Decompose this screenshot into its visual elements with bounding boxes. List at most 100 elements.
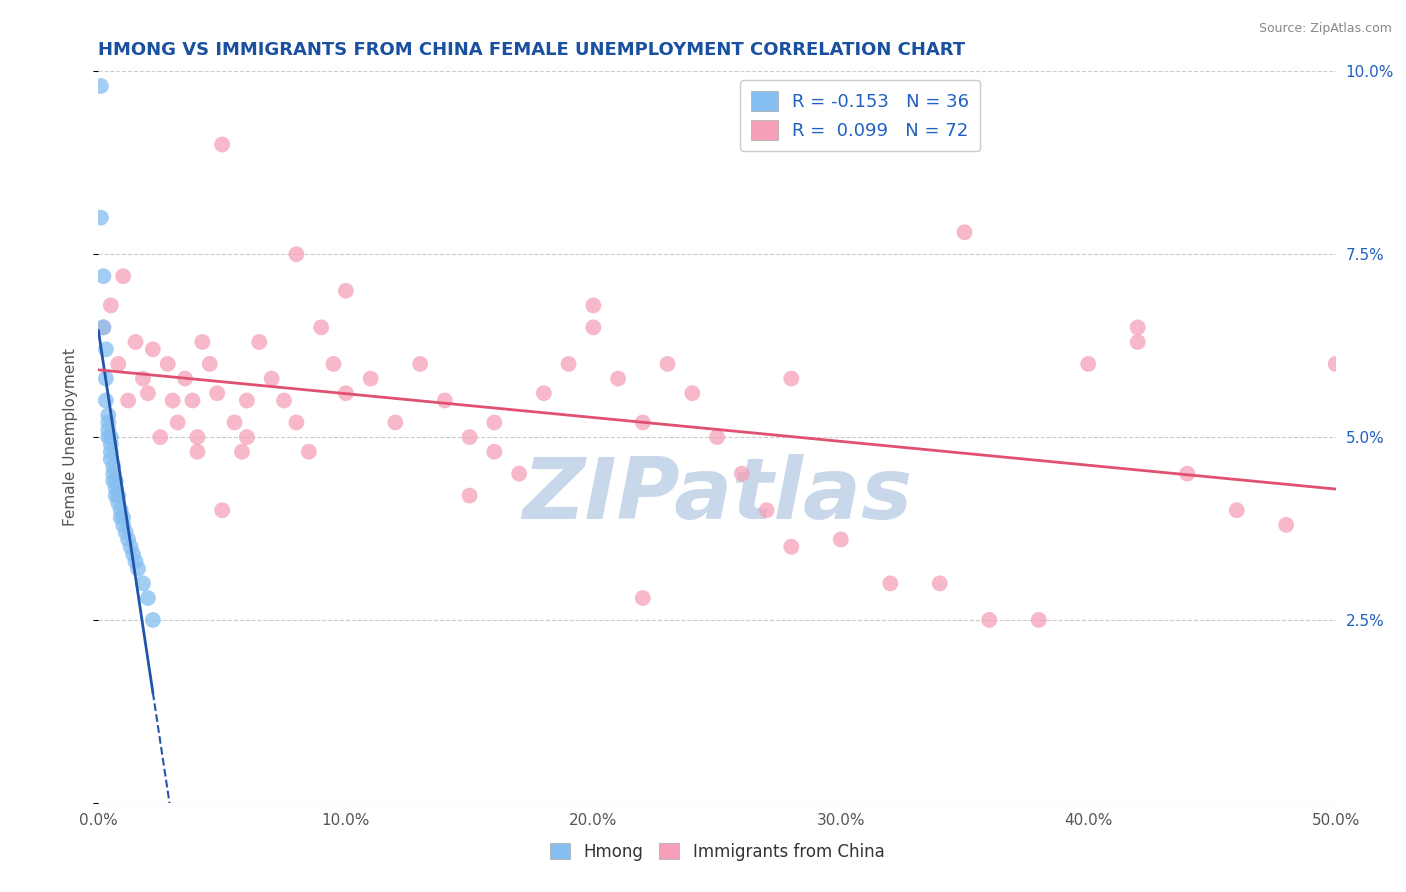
Point [260,371,283,385]
Point [458,430,481,444]
Point [1126,334,1149,349]
Point [557,357,579,371]
Point [484,416,506,430]
Text: HMONG VS IMMIGRANTS FROM CHINA FEMALE UNEMPLOYMENT CORRELATION CHART: HMONG VS IMMIGRANTS FROM CHINA FEMALE UN… [98,41,966,59]
Point [100,430,122,444]
Point [107,496,129,510]
Point [928,576,950,591]
Point [90,211,112,225]
Point [166,416,188,430]
Point [132,576,155,591]
Point [1077,357,1099,371]
Point [582,320,605,334]
Point [681,386,703,401]
Point [657,357,679,371]
Point [205,386,228,401]
Point [107,489,129,503]
Point [162,393,184,408]
Point [97,416,120,430]
Point [90,78,112,93]
Point [127,562,149,576]
Point [533,386,555,401]
Point [224,416,246,430]
Point [458,489,481,503]
Point [607,371,630,385]
Point [103,459,125,474]
Point [142,343,165,357]
Point [136,591,159,605]
Point [231,444,253,458]
Point [103,474,125,488]
Point [114,525,136,540]
Point [508,467,530,481]
Point [181,393,204,408]
Point [97,430,120,444]
Point [582,298,605,312]
Point [124,334,146,349]
Point [94,343,117,357]
Point [93,320,115,334]
Point [97,423,120,437]
Point [107,357,129,371]
Text: ZIPatlas: ZIPatlas [522,454,912,537]
Point [285,247,308,261]
Point [191,334,214,349]
Point [409,357,432,371]
Point [1275,517,1298,532]
Point [100,298,122,312]
Point [433,393,456,408]
Point [1324,357,1347,371]
Point [247,334,270,349]
Point [93,320,115,334]
Point [979,613,1001,627]
Point [298,444,321,458]
Point [631,591,654,605]
Point [93,269,115,284]
Point [94,393,117,408]
Point [309,320,332,334]
Point [273,393,295,408]
Point [132,371,155,385]
Point [149,430,172,444]
Point [335,386,357,401]
Point [360,371,382,385]
Point [236,393,259,408]
Point [322,357,344,371]
Point [112,517,135,532]
Point [484,444,506,458]
Point [706,430,728,444]
Point [174,371,197,385]
Point [211,137,233,152]
Point [1226,503,1249,517]
Point [755,503,778,517]
Point [384,416,406,430]
Point [100,452,122,467]
Point [100,444,122,458]
Point [780,540,803,554]
Point [112,510,135,524]
Point [122,547,145,561]
Text: Source: ZipAtlas.com: Source: ZipAtlas.com [1258,22,1392,36]
Point [156,357,179,371]
Point [830,533,852,547]
Point [1126,320,1149,334]
Point [285,416,308,430]
Point [198,357,221,371]
Point [117,393,139,408]
Point [186,430,208,444]
Point [112,269,135,284]
Point [731,467,754,481]
Point [94,371,117,385]
Point [236,430,259,444]
Point [120,540,142,554]
Point [104,489,127,503]
Point [117,533,139,547]
Point [211,503,233,517]
Point [953,225,976,239]
Point [780,371,803,385]
Point [124,554,146,568]
Legend: Hmong, Immigrants from China: Hmong, Immigrants from China [543,837,891,868]
Point [104,481,127,495]
Point [136,386,159,401]
Point [110,503,132,517]
